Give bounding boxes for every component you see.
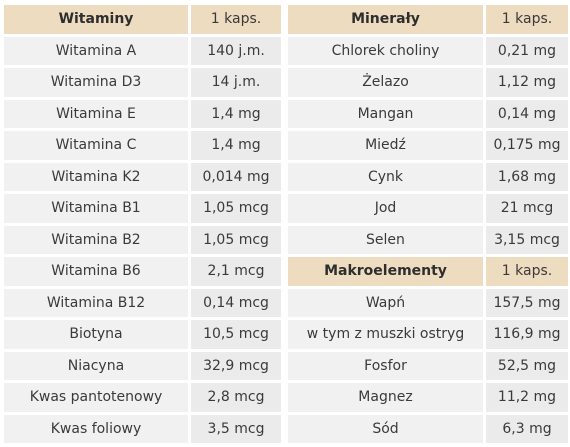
nutrient-name: Jod [288,194,483,223]
table-row: Kwas foliowy 3,5 mcg [4,414,281,443]
table-row: Selen 3,15 mcg [288,225,568,254]
nutrient-amount: 52,5 mg [483,351,568,380]
nutrient-name: Witamina B1 [4,194,188,223]
nutrient-name: Witamina A [4,36,188,65]
vitamins-table: Witaminy 1 kaps. Witamina A 140 j.m. Wit… [4,2,281,446]
minerals-header-row: Minerały 1 kaps. [288,5,568,34]
table-row: Magnez 11,2 mg [288,383,568,412]
table-row: Witamina B2 1,05 mcg [4,225,281,254]
table-row: Wapń 157,5 mg [288,288,568,317]
vitamins-header-row: Witaminy 1 kaps. [4,5,281,34]
nutrient-name: Magnez [288,383,483,412]
nutrient-name: Kwas foliowy [4,414,188,443]
nutrient-name: Selen [288,225,483,254]
dose-header: 1 kaps. [188,5,281,34]
nutrient-amount: 2,8 mcg [188,383,281,412]
nutrient-amount: 21 mcg [483,194,568,223]
table-row: Witamina B12 0,14 mcg [4,288,281,317]
table-row: Jod 21 mcg [288,194,568,223]
nutrient-amount: 11,2 mg [483,383,568,412]
table-row: Witamina B1 1,05 mcg [4,194,281,223]
nutrient-name: Witamina B12 [4,288,188,317]
macroelements-header: Makroelementy [288,257,483,286]
nutrient-amount: 6,3 mg [483,414,568,443]
table-row: Mangan 0,14 mg [288,99,568,128]
table-row: w tym z muszki ostryg 116,9 mg [288,320,568,349]
nutrient-amount: 1,05 mcg [188,225,281,254]
nutrient-amount: 14 j.m. [188,68,281,97]
table-row: Cynk 1,68 mg [288,162,568,191]
nutrient-amount: 0,21 mg [483,36,568,65]
nutrient-name: Sód [288,414,483,443]
nutrient-amount: 10,5 mcg [188,320,281,349]
nutrient-amount: 0,175 mg [483,131,568,160]
nutrient-amount: 1,4 mg [188,99,281,128]
table-row: Sód 6,3 mg [288,414,568,443]
nutrient-name: Żelazo [288,68,483,97]
nutrient-amount: 3,5 mcg [188,414,281,443]
nutrient-amount: 116,9 mg [483,320,568,349]
nutrient-name: Wapń [288,288,483,317]
nutrient-name: Witamina E [4,99,188,128]
minerals-table: Minerały 1 kaps. Chlorek choliny 0,21 mg… [288,2,568,446]
table-row: Witamina K2 0,014 mg [4,162,281,191]
minerals-header: Minerały [288,5,483,34]
nutrient-name: Miedź [288,131,483,160]
table-row: Miedź 0,175 mg [288,131,568,160]
macroelements-header-row: Makroelementy 1 kaps. [288,257,568,286]
nutrient-name: Niacyna [4,351,188,380]
dose-header: 1 kaps. [483,257,568,286]
nutrient-name: Chlorek choliny [288,36,483,65]
nutrient-name: Mangan [288,99,483,128]
nutrient-amount: 1,68 mg [483,162,568,191]
table-row: Witamina C 1,4 mg [4,131,281,160]
nutrient-name: Cynk [288,162,483,191]
table-row: Witamina D3 14 j.m. [4,68,281,97]
nutrient-amount: 3,15 mcg [483,225,568,254]
nutrient-amount: 2,1 mcg [188,257,281,286]
nutrient-name: Witamina D3 [4,68,188,97]
nutrient-name: Witamina B2 [4,225,188,254]
table-row: Fosfor 52,5 mg [288,351,568,380]
nutrient-name: Witamina B6 [4,257,188,286]
dose-header: 1 kaps. [483,5,568,34]
nutrient-amount: 1,4 mg [188,131,281,160]
table-row: Biotyna 10,5 mcg [4,320,281,349]
nutrient-amount: 140 j.m. [188,36,281,65]
table-row: Niacyna 32,9 mcg [4,351,281,380]
nutrient-name: Witamina K2 [4,162,188,191]
nutrient-amount: 0,14 mcg [188,288,281,317]
nutrient-amount: 0,14 mg [483,99,568,128]
nutrient-name: Kwas pantotenowy [4,383,188,412]
table-row: Kwas pantotenowy 2,8 mcg [4,383,281,412]
nutrient-name: Fosfor [288,351,483,380]
table-row: Witamina A 140 j.m. [4,36,281,65]
table-row: Witamina B6 2,1 mcg [4,257,281,286]
nutrient-name: Witamina C [4,131,188,160]
nutrient-amount: 1,12 mg [483,68,568,97]
table-row: Żelazo 1,12 mg [288,68,568,97]
table-row: Chlorek choliny 0,21 mg [288,36,568,65]
nutrient-amount: 32,9 mcg [188,351,281,380]
nutrient-amount: 157,5 mg [483,288,568,317]
nutrient-name: Biotyna [4,320,188,349]
nutrient-name: w tym z muszki ostryg [288,320,483,349]
vitamins-header: Witaminy [4,5,188,34]
table-row: Witamina E 1,4 mg [4,99,281,128]
nutrient-amount: 1,05 mcg [188,194,281,223]
nutrient-amount: 0,014 mg [188,162,281,191]
